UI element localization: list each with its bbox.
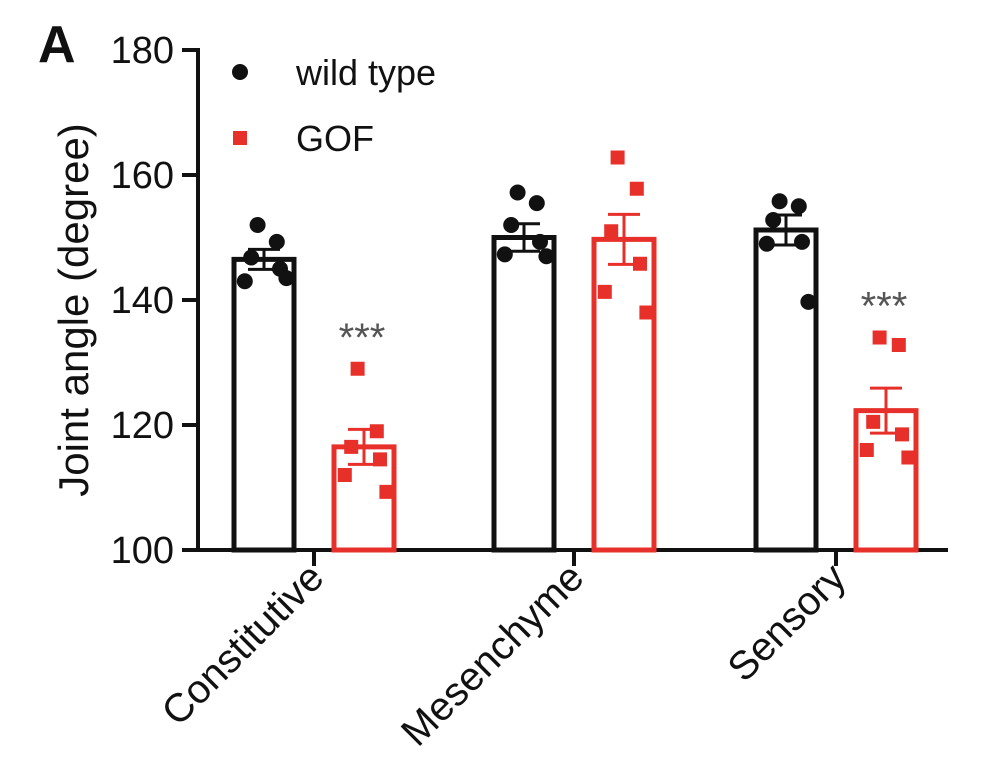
data-points <box>236 150 916 499</box>
data-point <box>268 233 285 250</box>
legend-marker <box>233 131 247 145</box>
data-point <box>337 468 352 482</box>
data-point <box>859 443 874 457</box>
data-point <box>758 235 775 252</box>
data-point <box>790 198 807 215</box>
data-point <box>379 484 394 499</box>
data-point <box>373 452 387 467</box>
legend-marker <box>232 64 248 80</box>
data-point <box>503 217 520 233</box>
bar <box>491 235 557 553</box>
legend-label: GOF <box>296 118 374 159</box>
data-point <box>369 424 384 439</box>
bar <box>231 256 297 553</box>
data-point <box>278 270 295 287</box>
data-point <box>633 256 647 271</box>
data-point <box>629 181 644 196</box>
data-point <box>895 427 909 442</box>
y-tick-label: 180 <box>111 30 174 72</box>
x-category-label: Constitutive <box>153 555 332 734</box>
data-point <box>901 450 916 465</box>
data-point <box>604 224 619 239</box>
data-point <box>236 273 253 290</box>
data-point <box>538 248 555 265</box>
data-point <box>872 330 887 345</box>
x-category-label: Mesenchyme <box>393 555 592 754</box>
x-axis: Constitutive Mesenchyme Sensory <box>153 548 948 755</box>
data-point <box>765 212 782 228</box>
data-point <box>639 305 654 320</box>
legend: wild type GOF <box>232 52 436 159</box>
data-point <box>800 293 817 310</box>
significance-label: *** <box>339 316 386 360</box>
data-point <box>496 246 513 263</box>
data-point <box>891 338 906 352</box>
x-category-label: Sensory <box>719 555 854 690</box>
significance-label: *** <box>861 285 908 329</box>
y-tick-label: 120 <box>111 405 174 447</box>
annotations: *** *** <box>339 285 908 360</box>
y-tick-label: 140 <box>111 280 174 322</box>
y-tick-label: 100 <box>111 530 174 572</box>
y-tick-label: 160 <box>111 155 174 197</box>
data-point <box>771 193 788 210</box>
data-point <box>610 150 625 165</box>
data-point <box>528 195 545 212</box>
y-axis: 100 120 140 160 180 Joint angle (degree) <box>50 30 200 572</box>
data-point <box>243 249 260 266</box>
bar <box>753 227 819 553</box>
data-point <box>532 233 548 250</box>
data-point <box>344 439 359 454</box>
data-point <box>249 217 266 233</box>
data-point <box>350 361 365 376</box>
data-point <box>509 184 526 201</box>
data-point <box>794 233 810 250</box>
panel-label: A <box>38 16 76 74</box>
data-point <box>597 284 612 299</box>
legend-label: wild type <box>295 52 436 93</box>
y-axis-title: Joint angle (degree) <box>50 123 97 497</box>
data-point <box>866 414 881 429</box>
bars <box>231 212 919 553</box>
